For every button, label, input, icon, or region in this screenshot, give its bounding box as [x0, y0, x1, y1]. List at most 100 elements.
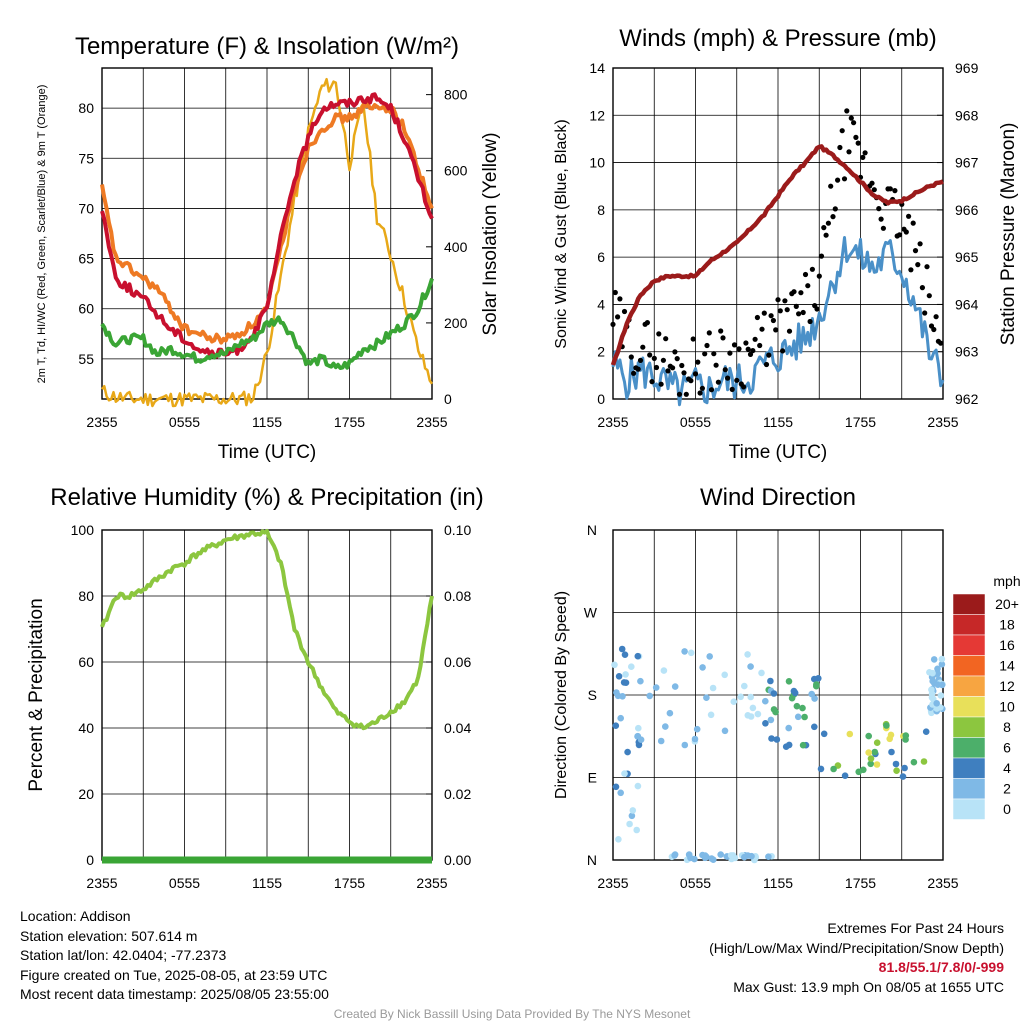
- direction-point: [782, 743, 790, 750]
- direction-point: [841, 772, 849, 779]
- gust-point: [926, 293, 932, 299]
- gust-point: [846, 149, 852, 155]
- x-axis-label: Time (UTC): [218, 442, 317, 463]
- y-axis-label-left: Direction (Colored By Speed): [553, 591, 570, 799]
- gust-point: [848, 115, 854, 121]
- direction-point: [887, 731, 895, 739]
- gust-point: [665, 368, 671, 374]
- gust-point: [741, 384, 747, 390]
- gust-point: [814, 306, 820, 312]
- gust-point: [617, 296, 623, 302]
- direction-point: [637, 736, 645, 743]
- direction-point: [617, 714, 624, 722]
- direction-point: [811, 675, 818, 683]
- y-tick-label-right: 0.10: [444, 522, 471, 538]
- extremes-subtitle: (High/Low/Max Wind/Precipitation/Snow De…: [709, 939, 1004, 956]
- gust-point: [635, 366, 641, 372]
- colorbar-label: 12: [999, 678, 1015, 694]
- y-tick-label-left: 60: [78, 301, 94, 317]
- gust-point: [649, 379, 655, 385]
- direction-point: [741, 682, 748, 690]
- direction-point: [846, 730, 854, 738]
- y-tick-label-left: 20: [78, 786, 94, 802]
- direction-point: [622, 671, 629, 678]
- colorbar-label: 6: [1003, 740, 1011, 756]
- direction-point: [699, 664, 706, 671]
- direction-point: [691, 735, 699, 743]
- colorbar-swatch: [952, 593, 986, 615]
- data-series-line: [100, 92, 434, 359]
- gust-point: [747, 351, 754, 357]
- gust-point: [745, 346, 751, 352]
- colorbar-swatch: [952, 778, 986, 800]
- gust-point: [637, 357, 644, 363]
- direction-point: [717, 851, 724, 858]
- gust-point: [713, 362, 719, 368]
- gust-point: [892, 188, 898, 194]
- y-axis-label-left: 2m T, Td, HI/WC (Red, Green, Scarlet/Blu…: [36, 85, 48, 384]
- colorbar-swatch: [952, 634, 986, 656]
- y-tick-label-right: 963: [955, 344, 979, 360]
- direction-point: [817, 765, 825, 773]
- gust-point: [933, 314, 939, 320]
- y-tick-label-left: 8: [597, 202, 605, 218]
- direction-point: [794, 713, 802, 721]
- direction-point: [770, 690, 778, 697]
- gust-point: [734, 377, 740, 383]
- colorbar-label: 8: [1003, 719, 1011, 735]
- direction-point: [637, 677, 644, 685]
- direction-point: [615, 673, 623, 680]
- gust-point: [754, 314, 761, 321]
- direction-point: [922, 728, 930, 735]
- y-tick-label-left: 14: [589, 60, 605, 76]
- direction-point: [811, 723, 818, 731]
- x-tick-label: 0555: [680, 414, 711, 430]
- direction-point: [657, 737, 665, 745]
- x-tick-label: 2355: [597, 875, 628, 891]
- gust-point: [860, 154, 866, 160]
- chart-title: Winds (mph) & Pressure (mb): [619, 25, 936, 52]
- gust-point: [621, 308, 628, 315]
- gust-point: [906, 213, 912, 219]
- colorbar-label: 10: [999, 699, 1015, 715]
- max-gust-text: Max Gust: 13.9 mph On 08/05 at 1655 UTC: [733, 978, 1004, 995]
- gust-point: [706, 330, 712, 336]
- gust-point: [644, 320, 651, 326]
- gust-point: [647, 352, 653, 358]
- y-axis-label-left: Percent & Precipitation: [26, 598, 47, 791]
- x-tick-label: 1755: [334, 875, 365, 891]
- direction-point: [744, 712, 752, 719]
- x-tick-label: 2355: [416, 414, 447, 430]
- colorbar-label: 4: [1003, 760, 1011, 776]
- direction-point: [721, 727, 729, 735]
- gust-point: [631, 370, 637, 376]
- x-tick-label: 1155: [252, 875, 282, 891]
- direction-point: [938, 655, 946, 663]
- y-tick-label-left: 60: [78, 654, 94, 670]
- direction-point: [619, 693, 626, 700]
- direction-point: [747, 693, 754, 701]
- elevation-text: Station elevation: 507.614 m: [20, 927, 198, 944]
- direction-point: [773, 736, 781, 743]
- direction-point: [899, 773, 907, 780]
- direction-point: [920, 758, 928, 765]
- direction-point: [801, 713, 808, 721]
- x-tick-label: 2355: [86, 875, 117, 891]
- gust-point: [825, 220, 832, 226]
- direction-point: [707, 711, 715, 719]
- chart-title: Relative Humidity (%) & Precipitation (i…: [50, 484, 483, 511]
- gust-point: [731, 342, 738, 348]
- direction-point: [768, 735, 775, 742]
- gust-point: [908, 267, 914, 273]
- gust-point: [922, 310, 928, 316]
- direction-point: [681, 741, 689, 749]
- y-tick-label-right: 600: [444, 163, 468, 179]
- gust-point: [862, 150, 868, 156]
- y-tick-label-left: 0: [86, 852, 94, 868]
- gust-point: [628, 354, 634, 360]
- data-series-line: [610, 144, 944, 366]
- gust-point: [651, 355, 657, 361]
- y-axis-label-left: Sonic Wind & Gust (Blue, Black): [553, 119, 570, 348]
- colorbar-label: 2: [1003, 781, 1011, 797]
